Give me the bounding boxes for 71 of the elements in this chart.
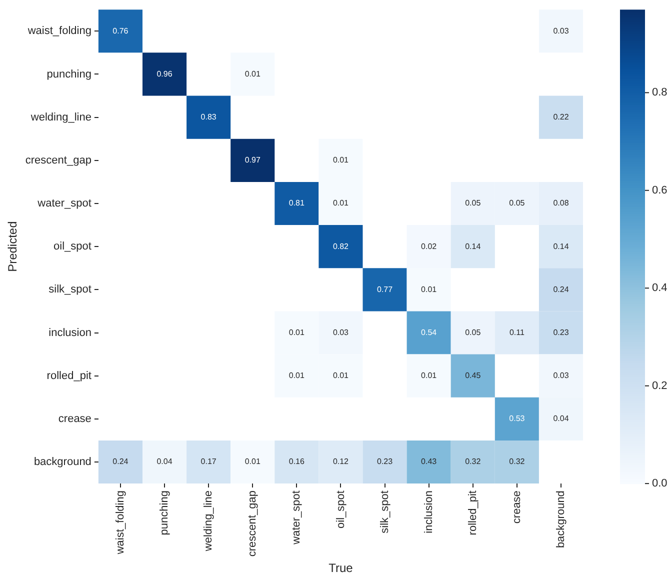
x-tick-label: water_spot [290, 490, 303, 546]
y-tick-label: waist_folding [26, 25, 92, 38]
y-tick-label: welding_line [30, 111, 92, 124]
data-label: 0.04 [156, 457, 173, 466]
data-label: 0.43 [421, 457, 438, 466]
x-tick-label: punching [158, 490, 171, 536]
y-tick-label: oil_spot [54, 240, 92, 253]
data-label: 0.08 [553, 198, 570, 208]
x-tick-label: crease [510, 490, 523, 524]
y-tick-label: crease [58, 412, 92, 425]
data-label: 0.03 [553, 371, 570, 380]
data-label: 0.97 [244, 156, 261, 165]
data-label: 0.24 [112, 457, 129, 466]
data-label: 0.16 [288, 457, 306, 466]
x-axis-title: True [328, 561, 354, 576]
data-label: 0.01 [288, 371, 306, 380]
color-bar-label: 0.2 [652, 380, 668, 392]
x-tick-label: silk_spot [378, 490, 391, 534]
x-tick-label: inclusion [422, 490, 435, 534]
data-label: 0.82 [332, 242, 350, 251]
y-axis-title: Predicted [6, 221, 20, 272]
color-bar-label: 0.8 [652, 86, 668, 99]
data-label: 0.01 [244, 69, 261, 78]
data-label: 0.01 [332, 198, 350, 208]
y-tick-label: silk_spot [48, 284, 92, 296]
data-label: 0.32 [509, 457, 526, 466]
y-tick-label: crescent_gap [25, 154, 92, 166]
data-label: 0.22 [553, 112, 570, 122]
data-label: 0.05 [465, 328, 482, 337]
data-label: 0.14 [553, 242, 570, 251]
data-label: 0.04 [553, 414, 570, 424]
data-label: 0.03 [332, 328, 350, 337]
color-bar-label: 0.6 [652, 184, 668, 196]
x-tick-label: rolled_pit [466, 490, 479, 536]
data-label: 0.01 [332, 371, 350, 380]
data-label: 0.53 [509, 414, 526, 424]
data-label: 0.45 [465, 371, 482, 380]
x-tick-label: oil_spot [334, 490, 347, 528]
data-label: 0.17 [200, 457, 217, 466]
data-label: 0.14 [465, 242, 482, 251]
data-label: 0.76 [112, 26, 129, 36]
data-label: 0.03 [553, 26, 570, 36]
x-tick-label: background [555, 490, 568, 548]
data-label: 0.05 [509, 198, 526, 208]
data-label: 0.54 [421, 328, 438, 337]
x-tick-label: welding_line [202, 490, 215, 552]
data-label: 0.01 [421, 371, 438, 380]
y-tick-label: rolled_pit [46, 370, 92, 382]
data-label: 0.83 [200, 112, 217, 122]
data-label: 0.24 [553, 284, 570, 294]
data-label: 0.23 [376, 457, 394, 466]
data-label: 0.12 [332, 457, 350, 466]
y-tick-label: punching [46, 68, 92, 80]
color-bar-label: 0.4 [652, 282, 668, 294]
data-label: 0.05 [465, 198, 482, 208]
data-label: 0.01 [332, 156, 350, 165]
data-label: 0.32 [465, 457, 482, 466]
data-label: 0.02 [421, 242, 438, 251]
x-tick-label: crescent_gap [246, 490, 259, 557]
data-label: 0.01 [421, 284, 438, 294]
data-label: 0.77 [376, 284, 394, 294]
y-tick-label: inclusion [48, 326, 92, 339]
y-tick-label: water_spot [36, 198, 92, 210]
data-label: 0.81 [288, 198, 306, 208]
color-bar-label: 0.0 [652, 478, 668, 490]
data-label: 0.96 [156, 69, 173, 78]
data-label: 0.11 [509, 328, 525, 337]
data-label: 0.23 [553, 328, 570, 337]
data-label: 0.01 [244, 457, 261, 466]
y-tick-label: background [34, 456, 92, 468]
data-label: 0.01 [288, 328, 306, 337]
